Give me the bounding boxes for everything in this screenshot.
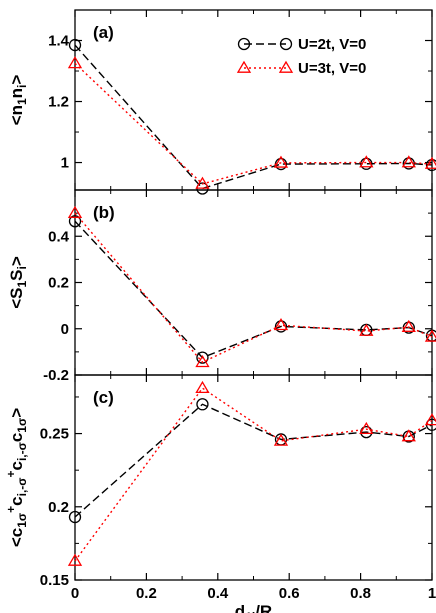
data-point: [273, 155, 289, 168]
y-tick-label: 0.15: [40, 572, 69, 589]
panel-2: -0.2 0 0.2 0.4 (b): [43, 189, 436, 384]
plot-frame: [74, 9, 433, 191]
panel-label: (b): [93, 203, 115, 222]
legend-label: U=3t, V=0: [298, 60, 366, 77]
series-line: [74, 212, 433, 364]
data-point: [67, 205, 83, 218]
plot-frame: [74, 374, 433, 581]
x-tick-label: 0: [71, 585, 79, 602]
data-point: [68, 38, 82, 52]
data-point: [425, 158, 436, 172]
x-tick-label: 1: [428, 585, 436, 602]
y-tick-label: 0.4: [48, 228, 70, 245]
y-axis-titles: <n1ni> <S1Si> <c1σ+ci,-σ+ci,-σc1σ>: [4, 75, 29, 548]
plot-frame: [74, 189, 433, 376]
series-line: [74, 44, 433, 190]
data-point: [401, 319, 416, 332]
x-tick-label: 0.8: [350, 585, 371, 602]
data-point: [67, 553, 83, 566]
y-tick-label: 0.25: [40, 426, 69, 443]
data-point: [195, 380, 210, 394]
data-point: [68, 215, 82, 228]
data-point: [401, 155, 416, 168]
data-point: [424, 329, 436, 342]
x-tick-label: 0.4: [207, 585, 229, 602]
y-tick-label: 1.4: [48, 33, 70, 50]
data-point: [273, 433, 289, 446]
data-point: [360, 157, 373, 170]
legend: U=2t, V=0 U=3t, V=0: [236, 36, 366, 77]
series-line: [74, 387, 433, 562]
series-line: [74, 220, 433, 359]
panel-label: (c): [93, 388, 114, 407]
y-tick-label: 0: [61, 321, 69, 338]
data-point: [359, 421, 374, 435]
data-point: [273, 317, 289, 331]
data-point: [274, 320, 288, 333]
data-point: [196, 351, 209, 364]
y-axis-title: <S1Si>: [7, 256, 29, 309]
legend-marker: [236, 60, 252, 73]
panel-label: (a): [93, 23, 114, 42]
series-line: [74, 403, 433, 518]
legend-marker: [278, 60, 294, 73]
y-axis-title: <n1ni>: [7, 75, 29, 126]
series-line: [74, 62, 433, 185]
y-tick-label: 1: [61, 155, 69, 172]
legend-label: U=2t, V=0: [298, 36, 366, 53]
data-point: [424, 156, 436, 169]
data-point: [195, 176, 210, 189]
data-point: [424, 413, 436, 426]
data-point: [67, 56, 83, 69]
legend-marker: [279, 37, 293, 51]
y-tick-label: 1.2: [48, 94, 69, 111]
x-axis-title: d1i/R: [235, 602, 272, 613]
data-point: [196, 398, 209, 411]
panel-3: 0.15 0.2 0.25 (c): [40, 374, 436, 589]
data-point: [195, 354, 210, 368]
y-tick-label: 0.2: [48, 499, 69, 516]
x-axis: 0 0.2 0.4 0.6 0.8 1 d1i/R: [71, 585, 436, 613]
data-point: [359, 323, 374, 336]
data-point: [359, 155, 374, 168]
y-axis-title: <c1σ+ci,-σ+ci,-σc1σ>: [4, 408, 29, 547]
x-tick-label: 0.2: [136, 585, 157, 602]
y-tick-label: -0.2: [43, 367, 69, 384]
panel-1: 1 1.2 1.4 (a): [48, 9, 436, 195]
x-tick-label: 0.6: [279, 585, 300, 602]
y-tick-label: 0.2: [48, 275, 69, 292]
data-point: [68, 510, 82, 524]
data-point: [401, 429, 416, 442]
legend-marker: [237, 37, 251, 51]
